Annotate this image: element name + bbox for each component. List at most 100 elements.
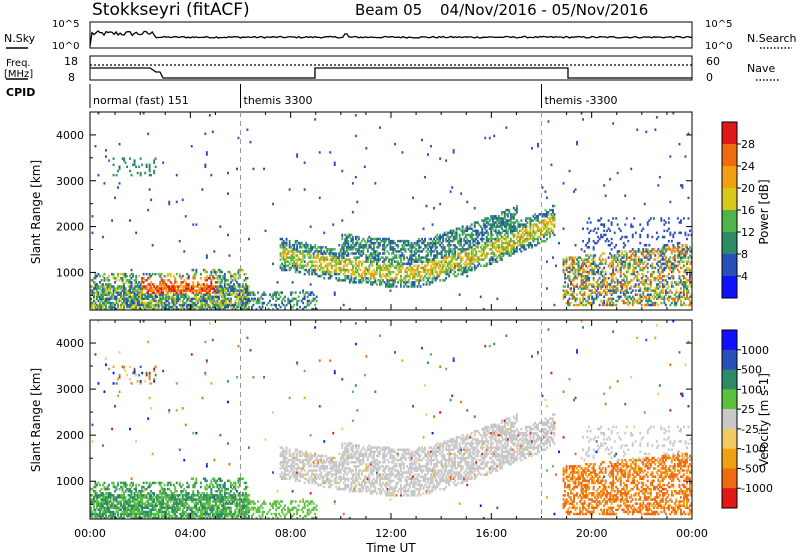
power-cell: [284, 299, 286, 303]
power-cell: [308, 256, 311, 259]
power-cell: [376, 239, 378, 243]
power-cell: [446, 231, 449, 235]
power-cell: [543, 219, 545, 222]
power-cell: [151, 307, 154, 310]
power-cell: [651, 289, 654, 292]
power-cell: [347, 235, 350, 239]
power-cell: [202, 283, 205, 286]
power-cell: [246, 291, 249, 294]
power-cell: [178, 285, 181, 288]
power-cell: [503, 217, 506, 220]
power-cell: [123, 307, 125, 310]
power-cell: [195, 272, 198, 276]
power-cell: [543, 221, 545, 224]
power-cell: [639, 268, 642, 272]
power-cell: [654, 250, 657, 253]
power-cell: [374, 237, 377, 241]
power-cell: [511, 246, 514, 249]
power-cell: [687, 132, 690, 136]
power-cell: [476, 231, 479, 235]
power-cell: [120, 272, 122, 276]
power-cell: [469, 227, 472, 230]
power-cell: [392, 246, 395, 249]
power-cell: [591, 285, 594, 288]
power-cell: [147, 295, 150, 299]
power-cell: [680, 252, 682, 255]
power-cell: [377, 258, 380, 261]
power-cell: [160, 305, 163, 309]
power-cell: [109, 285, 112, 288]
power-cell: [534, 233, 536, 237]
power-cell: [291, 281, 294, 284]
power-cell: [684, 233, 687, 237]
power-cell: [130, 297, 133, 301]
power-cell: [148, 272, 151, 276]
power-cell: [223, 299, 226, 303]
power-cell: [406, 285, 408, 288]
power-cell: [111, 293, 113, 296]
power-cell: [491, 219, 494, 222]
power-cell: [315, 250, 318, 253]
power-cell: [627, 270, 630, 274]
power-cell: [597, 270, 600, 274]
power-cell: [633, 285, 636, 288]
power-cell: [252, 303, 255, 307]
power-cell: [586, 299, 589, 303]
power-cell: [120, 293, 122, 296]
power-cell: [493, 221, 496, 224]
power-cell: [332, 258, 335, 261]
power-cell: [413, 270, 416, 274]
power-cell: [189, 287, 192, 290]
power-cell: [476, 235, 479, 239]
power-cell: [488, 136, 491, 140]
power-cell: [236, 297, 238, 301]
power-cell: [178, 293, 181, 296]
power-cell: [220, 289, 223, 292]
power-cell: [187, 305, 190, 309]
power-cell: [573, 279, 575, 282]
power-cell: [475, 266, 478, 270]
power-cell: [491, 241, 494, 245]
power-cell: [177, 289, 180, 292]
power-cell: [181, 281, 184, 284]
power-cell: [598, 303, 601, 307]
power-cell: [512, 248, 515, 251]
power-cell: [472, 258, 475, 261]
power-cell: [637, 250, 640, 253]
power-cell: [410, 254, 413, 257]
power-cell: [309, 246, 312, 249]
power-cell: [460, 266, 463, 270]
power-cell: [529, 229, 532, 233]
power-cell: [496, 233, 499, 237]
power-cell: [526, 239, 529, 243]
noise-strip-frame: [89, 21, 693, 49]
power-cell: [583, 287, 586, 290]
power-cell: [655, 116, 658, 119]
power-cell: [362, 277, 365, 280]
power-cell: [350, 272, 353, 276]
power-cell: [670, 285, 673, 288]
power-cell: [524, 231, 527, 235]
power-cell: [418, 258, 420, 261]
power-cell: [664, 244, 667, 247]
power-cell: [186, 305, 189, 309]
power-cell: [601, 301, 604, 305]
power-cell: [669, 200, 672, 204]
power-cell: [175, 173, 178, 177]
power-cell: [315, 295, 318, 299]
power-cell: [416, 241, 419, 245]
power-cell: [595, 264, 598, 268]
power-cell: [672, 258, 675, 261]
power-cell: [403, 241, 405, 245]
power-cell: [377, 266, 380, 270]
power-cell: [508, 239, 511, 243]
power-cell: [123, 299, 125, 303]
power-cell: [683, 264, 685, 268]
power-cell: [205, 279, 208, 282]
power-cell: [333, 270, 336, 274]
power-cell: [329, 262, 332, 266]
power-cell: [601, 274, 604, 278]
power-cell: [464, 241, 467, 245]
power-cell: [482, 307, 485, 310]
radar-title: Stokkseyri (fitACF): [92, 0, 250, 20]
